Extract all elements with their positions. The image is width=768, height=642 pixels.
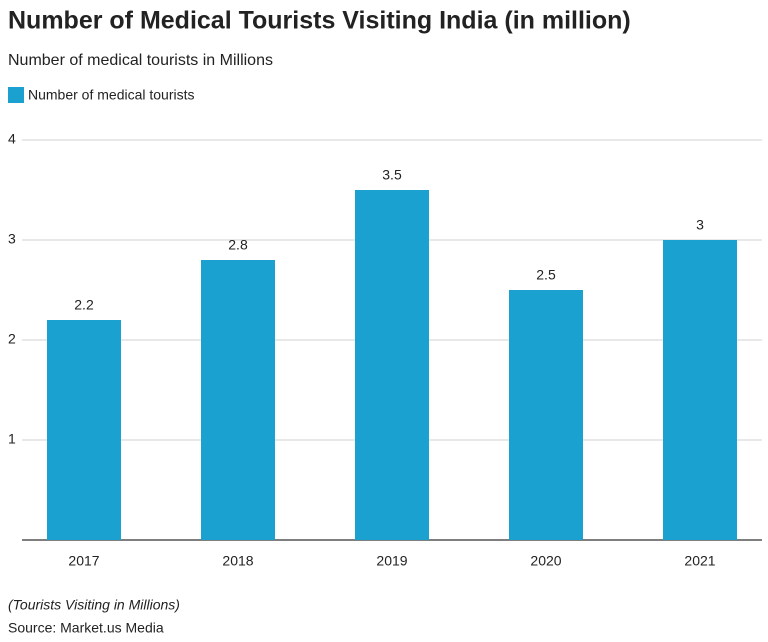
- y-tick-label: 3: [8, 231, 16, 247]
- bar: [201, 260, 275, 540]
- y-tick-label: 4: [8, 131, 16, 147]
- value-label: 2.8: [228, 237, 248, 253]
- chart-title: Number of Medical Tourists Visiting Indi…: [8, 7, 631, 35]
- x-tick-label: 2019: [376, 553, 407, 569]
- bar: [663, 240, 737, 540]
- chart-subtitle: Number of medical tourists in Millions: [8, 52, 273, 69]
- x-tick-label: 2020: [530, 553, 561, 569]
- value-label: 3: [696, 217, 704, 233]
- x-tick-label: 2021: [684, 553, 715, 569]
- bar: [47, 320, 121, 540]
- bar: [509, 290, 583, 540]
- legend-label: Number of medical tourists: [28, 87, 195, 103]
- bar: [355, 190, 429, 540]
- value-label: 2.2: [74, 297, 94, 313]
- note: (Tourists Visiting in Millions): [8, 597, 180, 613]
- y-tick-label: 1: [8, 431, 16, 447]
- x-tick-label: 2018: [222, 553, 253, 569]
- y-tick-label: 2: [8, 331, 16, 347]
- value-label: 3.5: [382, 167, 402, 183]
- source: Source: Market.us Media: [8, 620, 164, 636]
- value-label: 2.5: [536, 267, 556, 283]
- legend-swatch: [8, 87, 24, 103]
- x-tick-label: 2017: [68, 553, 99, 569]
